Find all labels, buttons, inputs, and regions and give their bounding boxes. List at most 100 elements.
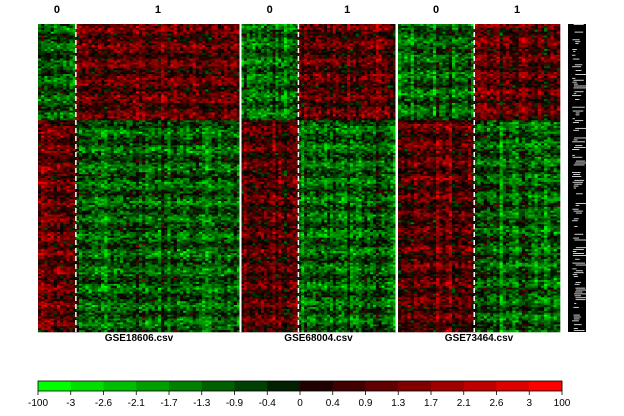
heatmap-cell — [85, 311, 88, 313]
heatmap-cell — [101, 270, 104, 272]
heatmap-cell — [107, 245, 110, 247]
heatmap-cell — [79, 213, 82, 215]
heatmap-cell — [63, 236, 66, 238]
heatmap-cell — [51, 267, 54, 269]
heatmap-cell — [89, 197, 92, 199]
heatmap-cell — [44, 286, 47, 288]
heatmap-cell — [41, 168, 44, 170]
heatmap-cell — [133, 28, 136, 30]
heatmap-cell — [130, 97, 133, 99]
heatmap-cell — [101, 301, 104, 303]
heatmap-cell — [130, 145, 133, 147]
heatmap-cell — [57, 228, 60, 230]
heatmap-cell — [85, 172, 88, 174]
heatmap-cell — [114, 165, 117, 167]
heatmap-cell — [70, 138, 73, 140]
heatmap-cell — [70, 78, 73, 80]
heatmap-cell — [98, 243, 101, 245]
heatmap-cell — [130, 165, 133, 167]
heatmap-cell — [111, 217, 114, 219]
heatmap-cell — [130, 282, 133, 284]
heatmap-cell — [123, 30, 126, 32]
heatmap-cell — [111, 153, 114, 155]
heatmap-cell — [51, 280, 54, 282]
heatmap-cell — [120, 147, 123, 149]
heatmap-cell — [70, 136, 73, 138]
heatmap-cell — [44, 313, 47, 315]
heatmap-cell — [41, 280, 44, 282]
heatmap-cell — [98, 41, 101, 43]
heatmap-cell — [117, 113, 120, 115]
heatmap-cell — [79, 303, 82, 305]
heatmap-cell — [38, 176, 41, 178]
heatmap-cell — [41, 257, 44, 259]
heatmap-cell — [66, 199, 69, 201]
heatmap-cell — [120, 66, 123, 68]
heatmap-cell — [38, 180, 41, 182]
heatmap-cell — [136, 74, 139, 76]
heatmap-cell — [130, 130, 133, 132]
heatmap-cell — [104, 109, 107, 111]
heatmap-cell — [107, 26, 110, 28]
heatmap-cell — [126, 51, 129, 53]
heatmap-cell — [89, 259, 92, 261]
heatmap-cell — [89, 155, 92, 157]
heatmap-cell — [126, 242, 129, 244]
heatmap-cell — [85, 236, 88, 238]
heatmap-cell — [54, 294, 57, 296]
heatmap-cell — [114, 228, 117, 230]
heatmap-cell — [130, 242, 133, 244]
heatmap-cell — [70, 113, 73, 115]
heatmap-cell — [107, 297, 110, 299]
heatmap-cell — [117, 294, 120, 296]
heatmap-cell — [41, 288, 44, 290]
heatmap-cell — [92, 34, 95, 36]
heatmap-cell — [47, 209, 50, 211]
heatmap-cell — [123, 76, 126, 78]
heatmap-cell — [126, 161, 129, 163]
heatmap-cell — [85, 66, 88, 68]
heatmap-cell — [57, 282, 60, 284]
heatmap-cell — [101, 182, 104, 184]
heatmap-cell — [82, 174, 85, 176]
heatmap-cell — [51, 149, 54, 151]
heatmap-cell — [95, 72, 98, 74]
heatmap-cell — [130, 70, 133, 72]
heatmap-cell — [63, 272, 66, 274]
heatmap-cell — [123, 59, 126, 61]
heatmap-cell — [95, 111, 98, 113]
heatmap-cell — [120, 88, 123, 90]
heatmap-cell — [47, 176, 50, 178]
heatmap-cell — [85, 53, 88, 55]
heatmap-cell — [133, 193, 136, 195]
heatmap-cell — [60, 113, 63, 115]
heatmap-cell — [73, 93, 76, 95]
heatmap-cell — [126, 93, 129, 95]
heatmap-cell — [126, 130, 129, 132]
heatmap-cell — [82, 178, 85, 180]
heatmap-cell — [130, 155, 133, 157]
heatmap-cell — [57, 326, 60, 328]
heatmap-cell — [114, 64, 117, 66]
heatmap-cell — [136, 51, 139, 53]
heatmap-cell — [104, 280, 107, 282]
heatmap-cell — [111, 247, 114, 249]
heatmap-cell — [114, 190, 117, 192]
heatmap-cell — [107, 149, 110, 151]
heatmap-cell — [70, 80, 73, 82]
heatmap-cell — [63, 295, 66, 297]
heatmap-cell — [79, 101, 82, 103]
heatmap-cell — [89, 113, 92, 115]
heatmap-cell — [76, 141, 79, 143]
heatmap-cell — [95, 32, 98, 34]
heatmap-cell — [82, 320, 85, 322]
heatmap-cell — [114, 197, 117, 199]
heatmap-cell — [133, 68, 136, 70]
heatmap-cell — [51, 114, 54, 116]
heatmap-cell — [114, 330, 117, 332]
heatmap-cell — [126, 39, 129, 41]
heatmap-cell — [126, 282, 129, 284]
heatmap-cell — [111, 305, 114, 307]
heatmap-cell — [38, 37, 41, 39]
heatmap-cell — [95, 143, 98, 145]
